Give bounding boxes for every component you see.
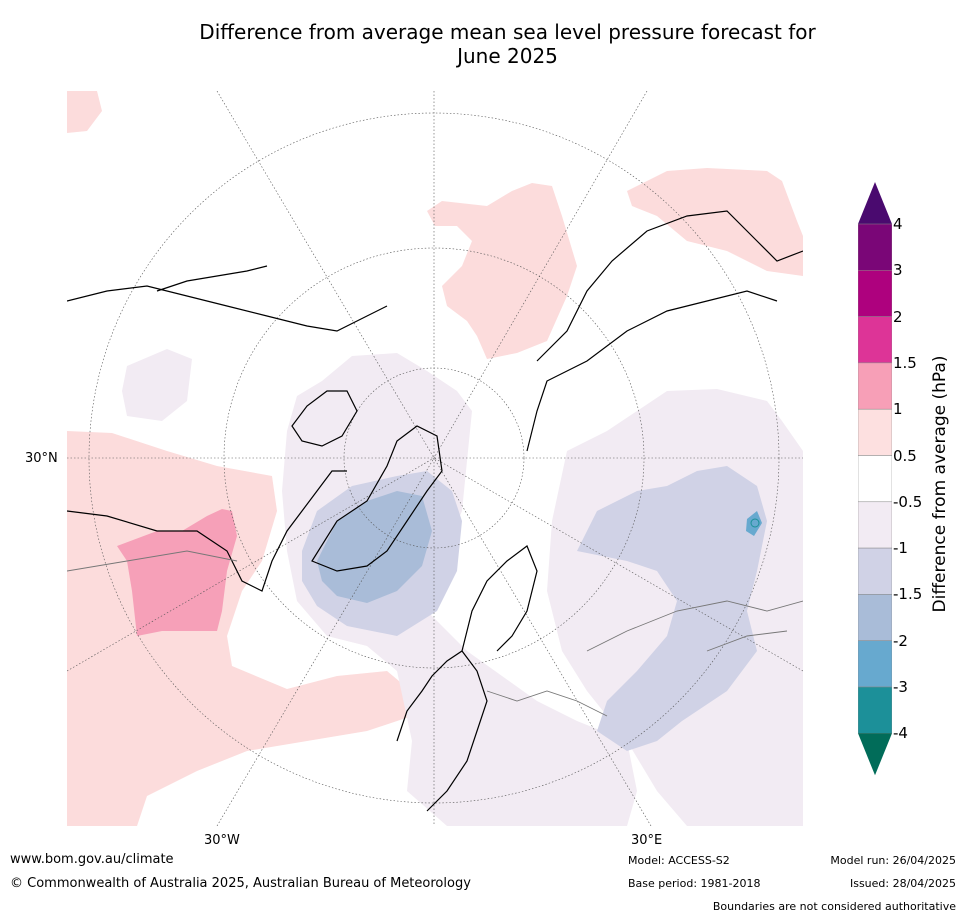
colorbar-segment: [858, 223, 892, 271]
footer-copyright: © Commonwealth of Australia 2025, Austra…: [10, 876, 471, 891]
colorbar-segment: [858, 270, 892, 317]
longitude-label-30w: 30°W: [204, 833, 240, 848]
boundary-russia-kazakhstan: [586, 600, 803, 652]
coastline-europe-west: [396, 650, 488, 812]
footer-model: Model: ACCESS-S2: [628, 854, 730, 867]
colorbar-segment: [858, 640, 892, 688]
map-panel: [67, 91, 803, 826]
colorbar-tick-label: -1: [893, 539, 908, 558]
coastlines: [67, 210, 803, 812]
coastline-eurasia-north: [526, 290, 778, 452]
colorbar-tick-label: 3: [893, 261, 903, 280]
footer-base-period: Base period: 1981-2018: [628, 877, 761, 890]
colorbar-segment: [858, 455, 892, 503]
colorbar-segment: [858, 501, 892, 549]
colorbar-arrow-bottom: [858, 733, 892, 776]
colorbar-tick-label: 2: [893, 307, 903, 326]
colorbar-tick-label: -4: [893, 724, 908, 743]
coastline-greenland: [311, 425, 443, 572]
positive-anomaly-siberia-ridge: [427, 183, 577, 359]
colorbar-tick-label: 4: [893, 215, 903, 233]
colorbar-segment: [858, 547, 892, 595]
colorbar-tick-label: 1: [893, 400, 903, 419]
colorbar-segment: [858, 316, 892, 364]
positive-anomaly-north-america-strong: [117, 509, 237, 636]
negative-anomaly-arctic-halo: [282, 353, 637, 826]
anomaly-fills: [67, 91, 803, 826]
latitude-label-30n: 30°N: [25, 451, 58, 466]
colorbar-tick-label: -1.5: [893, 585, 923, 604]
meridian-60w: [67, 457, 435, 672]
coastline-scandinavia: [461, 545, 538, 652]
title-line-2: June 2025: [457, 44, 558, 68]
boundary-canada-us: [67, 550, 238, 572]
longitude-label-30e: 30°E: [631, 833, 663, 848]
meridian-30e: [433, 457, 652, 826]
colorbar-arrow-top: [858, 182, 892, 224]
footer-boundaries-note: Boundaries are not considered authoritat…: [712, 900, 956, 913]
coastline-siberia-arctic: [536, 210, 803, 362]
boundary-china-mongolia: [706, 630, 788, 652]
colorbar-tick-label: -0.5: [893, 492, 923, 511]
negative-anomaly-pacific-weak: [122, 349, 192, 421]
title-line-1: Difference from average mean sea level p…: [199, 20, 816, 44]
positive-anomaly-east-siberia: [627, 168, 803, 276]
latitude-circle-70: [343, 367, 525, 549]
colorbar-tick-label: 1.5: [893, 353, 917, 372]
negative-anomaly-greenland-strong: [317, 491, 432, 603]
colorbar-segment: [858, 686, 892, 734]
colorbar-tick-label: -3: [893, 678, 908, 696]
coastline-north-america-east: [67, 470, 347, 592]
baikal-marker: [750, 518, 760, 528]
colorbar-segment: [858, 408, 892, 456]
colorbar-title: Difference from average (hPa): [930, 355, 950, 613]
colorbar-segment: [858, 594, 892, 641]
latitude-circle-50: [223, 247, 645, 669]
boundary-europe-east: [486, 690, 608, 717]
map-title: Difference from average mean sea level p…: [100, 20, 915, 68]
colorbar-tick-label: -2: [893, 631, 908, 650]
meridian-60e: [433, 457, 803, 672]
colorbar-segment: [858, 362, 892, 410]
footer-issued: Issued: 28/04/2025: [849, 877, 956, 890]
footer-model-run: Model run: 26/04/2025: [830, 854, 956, 867]
footer-url: www.bom.gov.au/climate: [10, 852, 174, 867]
coastline-alaska: [156, 265, 268, 292]
coastline-north-america-arctic: [67, 285, 388, 332]
coastline-canadian-archipelago: [291, 390, 358, 447]
meridian-120e: [433, 91, 648, 459]
negative-anomaly-asia-moderate: [577, 466, 767, 751]
legend-colorbar: [858, 182, 892, 776]
country-boundaries: [67, 550, 803, 717]
colorbar-tick-label: 0.5: [893, 446, 917, 465]
positive-anomaly-west-pacific: [67, 91, 102, 133]
polar-stereographic-map: [67, 91, 803, 826]
meridian-30w: [216, 457, 435, 826]
graticule: [67, 91, 803, 826]
meridian-120w: [216, 91, 435, 459]
